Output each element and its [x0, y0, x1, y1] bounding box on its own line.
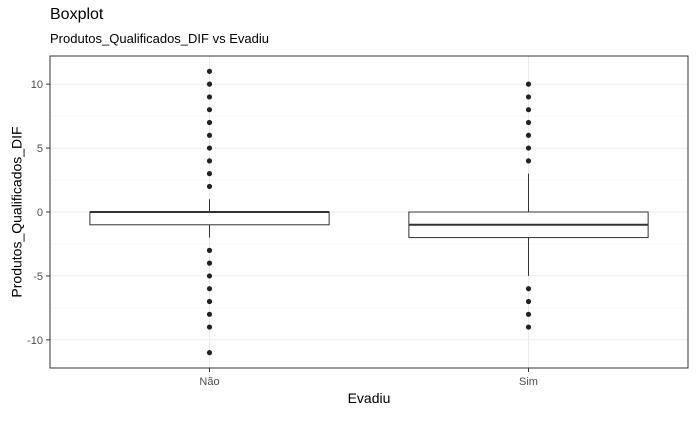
y-axis-title: Produtos_Qualificados_DIF — [9, 126, 25, 297]
x-axis-title: Evadiu — [348, 390, 391, 406]
outlier-point — [525, 298, 532, 305]
outlier-point — [206, 81, 213, 87]
outlier-point — [206, 171, 213, 177]
outlier-point — [206, 350, 213, 356]
outlier-point — [206, 94, 213, 100]
y-tick-label: -5 — [33, 271, 43, 283]
outlier-point — [206, 68, 213, 74]
outlier-point — [206, 145, 213, 151]
outlier-point — [525, 119, 532, 126]
outlier-point — [525, 158, 532, 164]
outlier-point — [206, 273, 213, 279]
outlier-point — [525, 132, 532, 138]
outlier-point — [525, 145, 532, 151]
outlier-point — [206, 286, 213, 292]
y-tick-label: 0 — [37, 207, 43, 219]
box-layer — [89, 173, 649, 276]
outlier-point — [206, 324, 213, 330]
box-iqr — [89, 211, 330, 226]
y-tick-label: 5 — [37, 143, 43, 155]
outlier-point — [206, 119, 213, 126]
outlier-point — [525, 94, 532, 100]
y-tick-label: 10 — [31, 79, 43, 91]
outlier-point — [206, 107, 213, 113]
chart-subtitle: Produtos_Qualificados_DIF vs Evadiu — [50, 31, 269, 46]
x-tick-label: Sim — [519, 376, 538, 388]
tick-layer: -10 -5 0 5 10 Não Sim — [27, 79, 538, 388]
outlier-point — [206, 311, 213, 317]
outlier-layer — [206, 68, 532, 356]
x-tick-label: Não — [199, 376, 219, 388]
outlier-point — [206, 260, 213, 266]
outlier-point — [206, 183, 213, 190]
outlier-point — [525, 81, 532, 87]
chart-title: Boxplot — [50, 6, 104, 23]
y-tick-label: -10 — [27, 335, 43, 347]
outlier-point — [525, 107, 532, 113]
outlier-point — [206, 158, 213, 164]
outlier-point — [525, 311, 532, 317]
outlier-point — [525, 324, 532, 330]
outlier-point — [206, 247, 213, 253]
outlier-point — [206, 132, 213, 138]
outlier-point — [525, 286, 532, 292]
outlier-point — [206, 298, 213, 305]
